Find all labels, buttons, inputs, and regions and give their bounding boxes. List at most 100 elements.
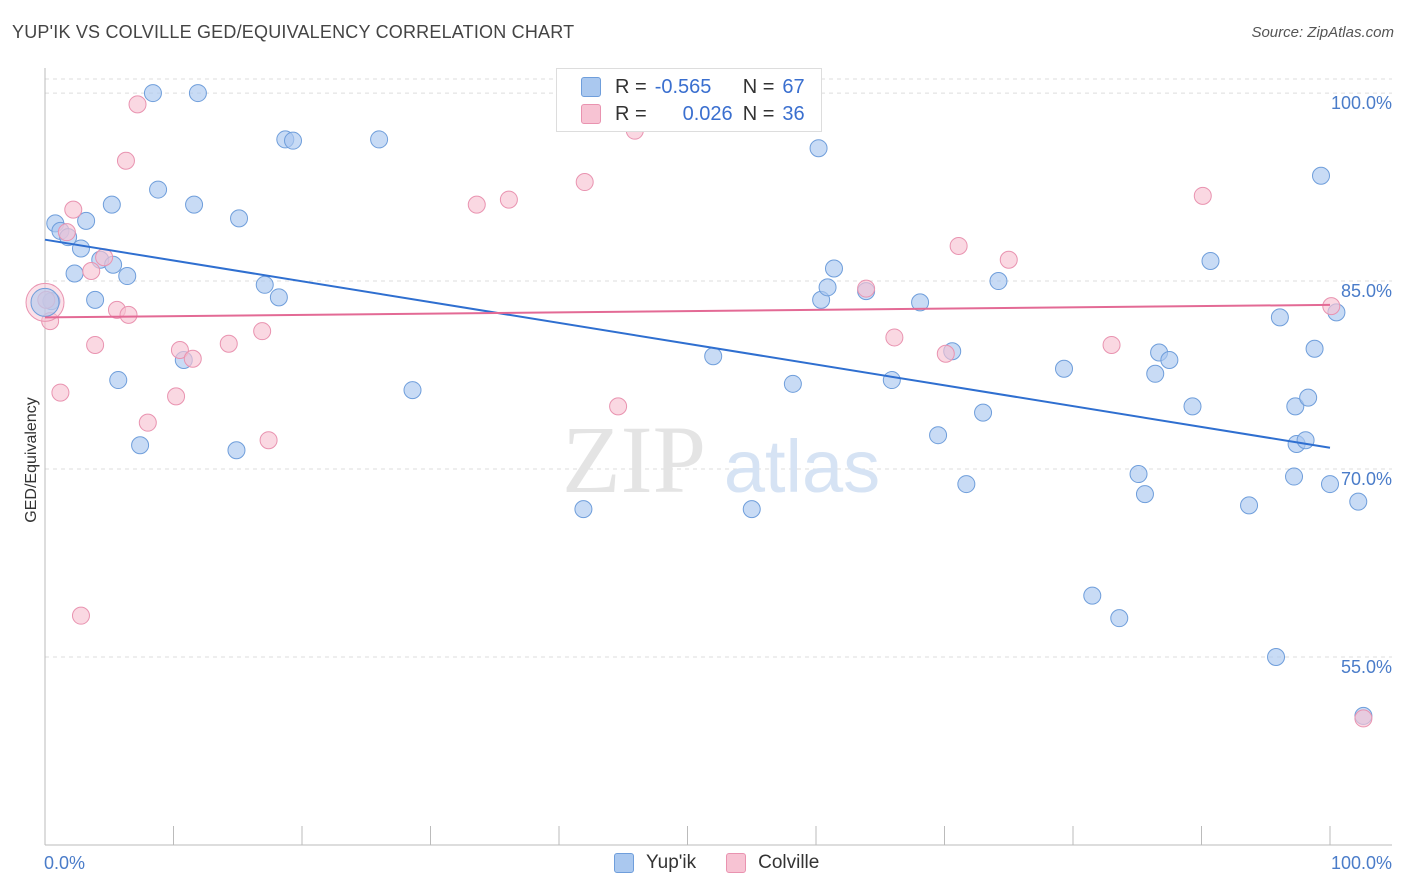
yupik-point [818, 278, 837, 297]
yupik-point [574, 500, 593, 519]
yupik-point [783, 374, 802, 393]
yupik-point [131, 436, 150, 455]
yupik-point [65, 264, 84, 283]
colville-point [95, 248, 114, 267]
legend-r-value: 0.026 [682, 102, 733, 125]
yupik-point [109, 371, 128, 390]
watermark-zip: ZIP [562, 406, 706, 513]
colville-point [857, 279, 876, 298]
colville-point [86, 335, 105, 354]
tick-labels: 55.0% 70.0% 85.0% 100.0% 0.0% 100.0% [44, 93, 1392, 873]
legend-n-value: 67 [782, 75, 805, 98]
yupik-point [1146, 364, 1165, 383]
yupik-point [809, 139, 828, 158]
colville-point [936, 344, 955, 363]
yupik-point [974, 403, 993, 422]
yupik-point [1135, 485, 1154, 504]
yupik-point [1267, 648, 1286, 667]
legend-r-value: -0.565 [654, 75, 712, 98]
yupik-point [704, 347, 723, 366]
yupik-point [30, 287, 60, 317]
yupik-point [77, 211, 96, 230]
yupik-point [269, 288, 288, 307]
colville-point [64, 200, 83, 219]
y-tick-label: 55.0% [1341, 657, 1392, 677]
colville-point [999, 250, 1018, 269]
x-tick-label: 0.0% [44, 853, 85, 873]
colville-point [609, 397, 628, 416]
yupik-point [1129, 465, 1148, 484]
chart-title: YUP'IK VS COLVILLE GED/EQUIVALENCY CORRE… [12, 22, 575, 42]
yupik-point [102, 195, 121, 214]
legend-r-label: R = [615, 75, 647, 98]
yupik-point [1349, 492, 1368, 511]
series-label-yupik: Yup'ik [646, 852, 697, 873]
yupik-point [1160, 351, 1179, 370]
colville-point [219, 334, 238, 353]
data-points [25, 84, 1373, 728]
yupik-point [71, 239, 90, 258]
yupik-point [149, 180, 168, 199]
yupik-point [403, 381, 422, 400]
legend-n-label: N = [742, 75, 775, 98]
yupik-point [742, 500, 761, 519]
yupik-point [1110, 609, 1129, 628]
colville-point [116, 151, 135, 170]
colville-point [51, 383, 70, 402]
yupik-point [118, 267, 137, 286]
yupik-point [1312, 166, 1331, 185]
yupik-trend-line [44, 238, 1331, 449]
series-swatch-colville [726, 853, 747, 873]
yupik-point [227, 441, 246, 460]
yupik-point [1299, 388, 1318, 407]
yupik-point [188, 84, 207, 103]
y-tick-label: 85.0% [1341, 281, 1392, 301]
yupik-point [929, 426, 948, 445]
yupik-point [255, 275, 274, 294]
colville-point [167, 387, 186, 406]
yupik-point [1183, 397, 1202, 416]
colville-point [170, 340, 189, 359]
colville-point [71, 606, 90, 625]
yupik-point [230, 209, 249, 228]
series-legend: Yup'ik Colville [614, 852, 849, 874]
legend-row-yupik: R = -0.565 N = 67 [581, 74, 805, 100]
yupik-point [1321, 475, 1339, 494]
legend-row-colville: R = 0.026 N = 36 [581, 101, 805, 127]
stats-legend: R = -0.565 N = 67 R = 0.026 N = 36 [556, 68, 822, 132]
colville-point [253, 322, 272, 341]
yupik-point [86, 290, 105, 309]
colville-point [138, 413, 157, 432]
trend-lines [44, 238, 1331, 449]
yupik-point [1296, 431, 1315, 450]
yupik-point [1305, 339, 1324, 358]
yupik-point [370, 130, 389, 149]
colville-point [1102, 335, 1121, 354]
legend-r-label: R = [615, 102, 647, 125]
series-legend-colville: Colville [726, 852, 819, 874]
yupik-point [185, 195, 204, 214]
yupik-point [1083, 586, 1102, 605]
colville-point [499, 190, 518, 209]
colville-point [82, 262, 101, 281]
source-text: Source: ZipAtlas.com [1251, 24, 1394, 41]
yupik-point [1285, 467, 1304, 486]
legend-n-label: N = [742, 102, 775, 125]
colville-point [575, 173, 594, 192]
colville-point [1193, 186, 1212, 205]
yupik-point [1055, 359, 1074, 378]
legend-swatch-colville [581, 104, 601, 124]
colville-point [1322, 297, 1341, 316]
yupik-point [143, 84, 162, 103]
colville-point [467, 195, 486, 214]
series-label-colville: Colville [758, 852, 820, 873]
x-tick-label: 100.0% [1331, 853, 1392, 873]
colville-point [1354, 709, 1373, 728]
y-axis-label: GED/Equivalency [23, 397, 40, 522]
yupik-point [911, 293, 930, 312]
colville-point [885, 328, 904, 347]
yupik-point [957, 475, 976, 494]
yupik-point [1240, 496, 1259, 515]
colville-point [128, 95, 147, 114]
